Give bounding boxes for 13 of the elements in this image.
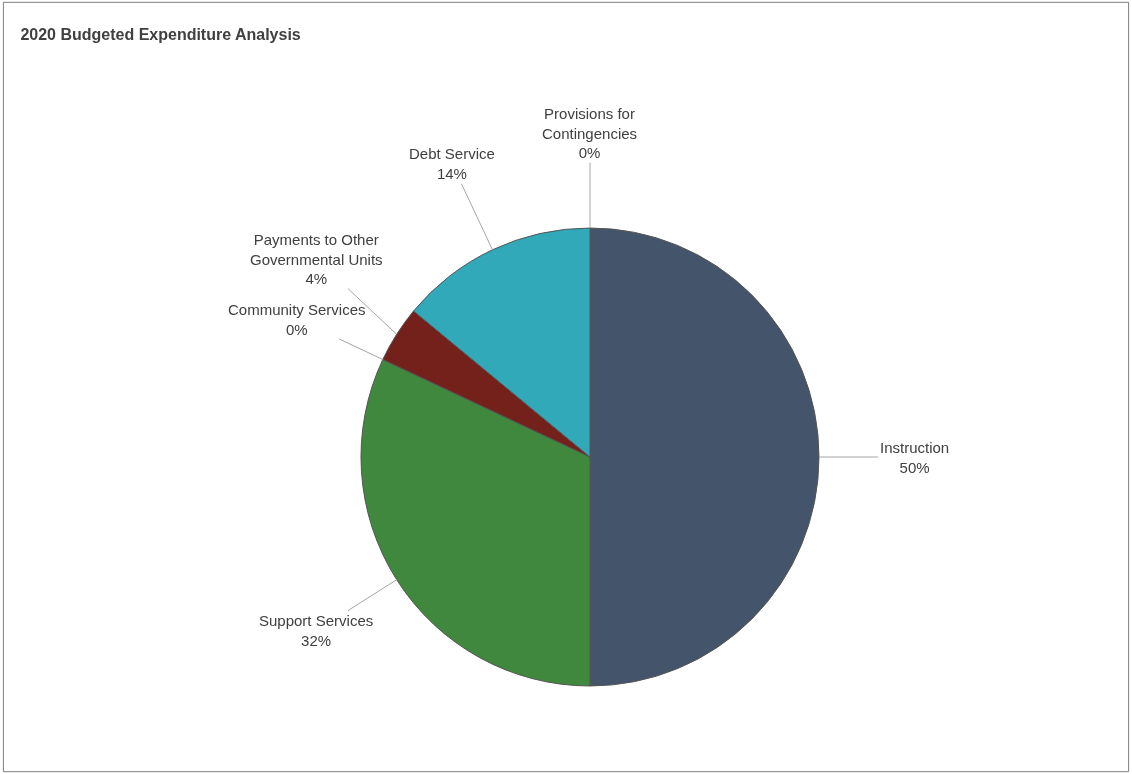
data-label: 32% xyxy=(301,631,332,649)
slice-label: Debt Service xyxy=(409,145,495,162)
slice-label: Support Services xyxy=(259,612,374,629)
data-label: 14% xyxy=(436,164,467,182)
chart-title: 2020 Budgeted Expenditure Analysis xyxy=(20,26,301,44)
data-label: 4% xyxy=(305,270,328,287)
category-label: Provisions for Contingencies xyxy=(542,105,638,142)
category-label: Community Services xyxy=(228,301,366,318)
text: 0% xyxy=(285,320,308,338)
text: 0% xyxy=(578,144,601,161)
slice-label: Instruction xyxy=(880,439,950,456)
data-label: 50% xyxy=(899,458,930,476)
slice-label: Payments to Other Governmental Units xyxy=(250,231,383,268)
